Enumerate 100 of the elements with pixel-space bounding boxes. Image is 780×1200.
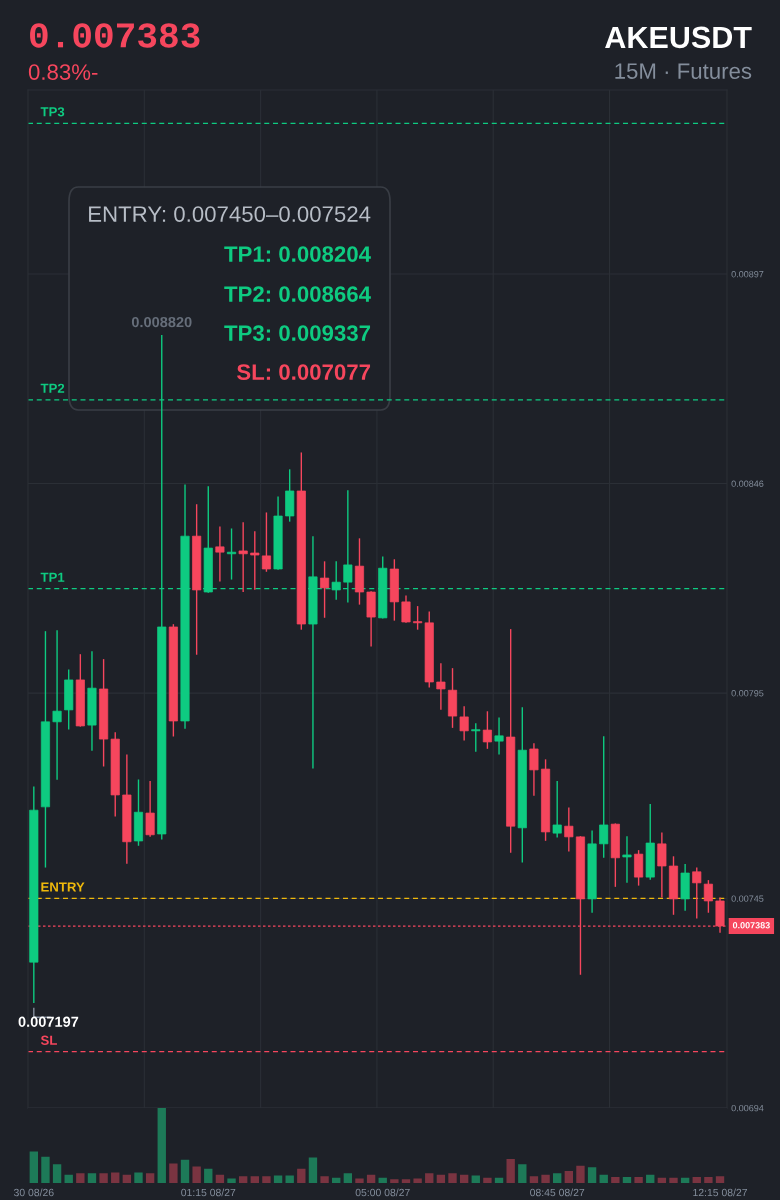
candlestick [471,723,481,752]
bar [204,1168,213,1183]
bar [692,1177,701,1183]
annotation: SL: 0.007077 [236,364,371,380]
bar [343,1173,353,1183]
candlestick [482,711,492,749]
x-tick-label: 30 08/26 [13,1188,54,1197]
bar [657,1177,667,1183]
bar [355,1178,364,1183]
ref-line-label: TP3 [40,107,65,117]
annotation: TP3: 0.009337 [224,325,371,341]
y-tick-label: 0.00745 [731,895,764,902]
candlestick [564,807,574,852]
bar [215,1174,225,1183]
bar [29,1151,38,1183]
bar [308,1157,318,1183]
bar [576,1165,585,1183]
bar [366,1174,376,1183]
candlestick [145,781,155,837]
ref-line-label: TP2 [40,383,65,393]
bar [425,1173,434,1183]
bar [41,1156,50,1183]
bar [332,1177,341,1183]
bar [180,1159,190,1183]
ref-line-label: ENTRY [41,882,85,892]
candlestick [459,706,469,741]
candlestick [413,606,423,630]
x-tick-label: 05:00 08/27 [355,1188,410,1197]
x-tick-label: 08:45 08/27 [530,1188,585,1197]
candlestick [250,531,260,590]
bar [134,1172,143,1183]
bar [611,1177,620,1183]
text: 0.83%- [28,64,98,80]
bar [169,1163,178,1183]
bar [669,1177,678,1183]
bar [52,1164,62,1183]
y-tick-label: 0.00694 [731,1104,764,1112]
bar [99,1173,108,1183]
bar [506,1159,515,1183]
candlestick [436,663,446,710]
bar [704,1177,713,1183]
bar [413,1178,422,1183]
bar [285,1175,294,1183]
candlestick [634,850,644,886]
y-tick-label: 0.00795 [731,690,764,697]
bar [145,1173,155,1183]
candlestick [494,717,504,755]
candlestick [703,880,713,913]
bar [599,1174,608,1183]
bar [238,1176,248,1183]
bar [87,1173,97,1183]
ref-line-label: SL [40,1035,57,1045]
bar [471,1175,480,1183]
bar [448,1173,457,1183]
bar [622,1177,632,1183]
candlestick [529,743,539,796]
bar [529,1176,539,1183]
x-tick-label: 12:15 08/27 [693,1188,748,1197]
y-tick-label: 0.00846 [731,480,764,487]
bar [587,1167,597,1183]
candlestick [599,736,609,858]
bar [459,1174,469,1183]
bar [634,1177,643,1183]
candlestick [622,836,632,883]
annotation: TP2: 0.008664 [224,286,371,302]
bar [378,1177,387,1183]
bar [436,1174,446,1183]
bar [715,1176,725,1183]
bar [646,1174,655,1183]
bar [157,1108,166,1183]
bar [111,1172,120,1183]
candlestick [401,595,411,623]
bar [483,1177,492,1183]
bar [680,1177,690,1183]
candlestick [215,526,225,582]
candlestick [261,512,271,572]
bar [320,1176,329,1183]
candlestick [657,832,667,898]
x-tick-label: 01:15 08/27 [181,1188,236,1197]
bar [262,1176,271,1183]
bar [390,1179,399,1183]
annotation: 0.007197 [18,1016,79,1027]
annotation: TP1: 0.008204 [224,246,371,262]
chart-subtitle: 15M · Futures [615,63,752,79]
bar [553,1173,562,1183]
bar [192,1166,201,1183]
candlestick [52,630,62,780]
bar [518,1164,527,1183]
candlestick [692,867,702,919]
annotation: ENTRY: 0.007450–0.007524 [89,206,371,222]
bar [64,1174,73,1183]
ref-line-label: 0.007383 [732,922,770,929]
bar [564,1171,574,1183]
bar [250,1176,259,1183]
chart-title: AKEUSDT [605,26,752,49]
candlestick [320,561,330,618]
candlestick [552,781,562,838]
bar [494,1177,504,1183]
candlestick [238,522,248,592]
text: 0.007383 [30,23,200,48]
